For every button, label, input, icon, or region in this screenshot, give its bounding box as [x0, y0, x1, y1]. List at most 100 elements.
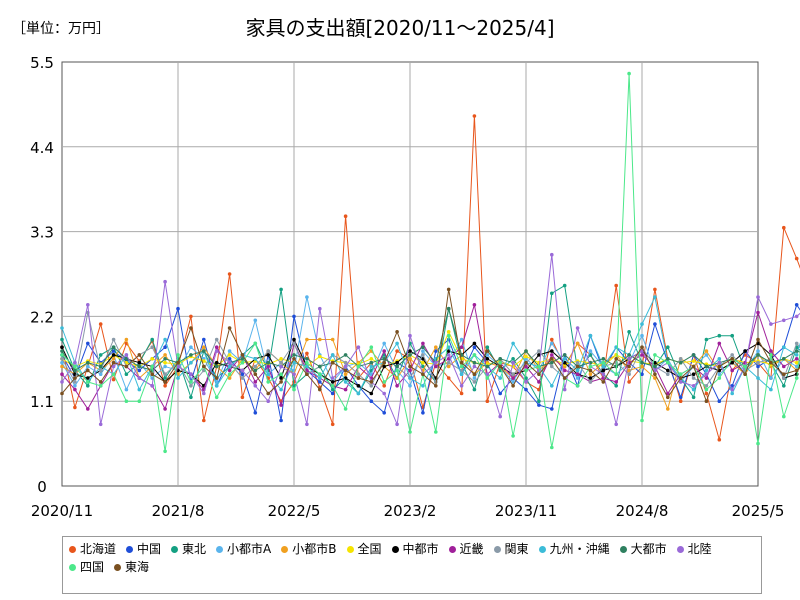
line-chart: 0 1.1 2.2 3.3 4.4 5.5 2020/11 2021/8 2022/5 2023/… — [30, 54, 800, 520]
data-point — [305, 372, 309, 377]
data-point — [227, 353, 232, 357]
data-point — [601, 360, 606, 365]
data-point — [472, 380, 477, 384]
data-point — [266, 360, 271, 365]
data-point — [614, 422, 618, 427]
data-point — [794, 303, 799, 307]
data-point — [227, 372, 232, 377]
data-point — [137, 364, 142, 369]
data-point — [111, 353, 116, 357]
data-point — [395, 384, 399, 388]
data-point — [382, 360, 387, 365]
data-point — [717, 341, 722, 346]
data-point — [189, 380, 193, 384]
data-point — [601, 372, 606, 377]
data-point — [292, 372, 296, 377]
data-point — [189, 360, 193, 365]
data-point — [202, 337, 206, 342]
data-point — [446, 376, 451, 380]
legend-label: 北海道 — [80, 542, 117, 556]
data-point — [588, 380, 593, 384]
data-point — [678, 395, 683, 400]
data-point — [98, 364, 103, 369]
data-point — [163, 279, 167, 284]
data-point — [769, 360, 773, 365]
data-point — [253, 372, 258, 377]
data-point — [150, 345, 154, 350]
data-point — [305, 360, 309, 365]
data-point — [408, 384, 412, 388]
data-point — [446, 330, 451, 334]
data-point — [176, 360, 180, 365]
legend-item: 全国 — [346, 540, 382, 558]
data-point — [408, 349, 412, 353]
data-point — [730, 333, 734, 338]
data-point — [305, 351, 309, 356]
data-point — [575, 341, 580, 346]
data-point — [266, 349, 271, 353]
data-point — [640, 418, 644, 423]
legend-item: 関東 — [493, 540, 529, 558]
data-point — [395, 368, 399, 373]
data-point — [343, 407, 348, 411]
data-point — [214, 364, 219, 369]
data-point — [382, 391, 387, 396]
data-point — [485, 372, 490, 377]
legend-item: 北陸 — [676, 540, 712, 558]
data-point — [472, 303, 477, 307]
data-point — [369, 345, 374, 350]
data-point — [279, 403, 283, 407]
data-point — [678, 399, 683, 404]
legend-item: 近畿 — [448, 540, 484, 558]
data-point — [717, 364, 722, 369]
data-point — [524, 349, 528, 353]
legend-label: 関東 — [504, 542, 529, 556]
data-point — [588, 349, 593, 353]
data-point — [124, 399, 129, 404]
data-point — [562, 353, 567, 357]
data-point — [111, 337, 116, 342]
data-point — [330, 391, 335, 396]
data-point — [214, 376, 219, 380]
data-point — [60, 364, 64, 369]
data-point — [111, 372, 116, 377]
data-point — [511, 372, 515, 377]
data-point — [330, 384, 335, 388]
data-point — [330, 376, 335, 380]
data-point — [666, 372, 670, 377]
data-point — [86, 360, 90, 365]
data-point — [150, 357, 154, 361]
data-point — [86, 368, 90, 373]
data-point — [73, 384, 77, 388]
data-point — [214, 349, 219, 353]
data-point — [73, 376, 77, 380]
data-point — [111, 360, 116, 365]
legend-label: 近畿 — [459, 542, 484, 556]
data-point — [730, 391, 734, 396]
data-point — [653, 295, 657, 299]
data-point — [537, 364, 541, 369]
data-point — [266, 364, 271, 369]
x-tick-label: 2023/2 — [384, 502, 437, 520]
data-point — [369, 384, 374, 388]
data-point — [550, 341, 554, 346]
data-point — [73, 360, 77, 365]
data-point — [86, 384, 90, 388]
data-point — [86, 380, 90, 384]
data-point — [434, 384, 438, 388]
data-point — [730, 357, 734, 361]
x-tick-label: 2020/11 — [31, 502, 93, 520]
data-point — [395, 349, 399, 353]
grid-lines — [62, 62, 758, 486]
legend-item: 四国 — [69, 558, 104, 576]
legend-item: 小都市B — [281, 540, 337, 558]
x-tick-label: 2025/5 — [732, 502, 785, 520]
data-point — [150, 364, 154, 369]
data-point — [575, 360, 580, 365]
data-point — [227, 360, 232, 365]
data-point — [524, 354, 528, 359]
data-point — [756, 295, 760, 299]
data-point — [369, 399, 374, 404]
legend-marker — [391, 545, 399, 553]
data-point — [704, 349, 709, 353]
